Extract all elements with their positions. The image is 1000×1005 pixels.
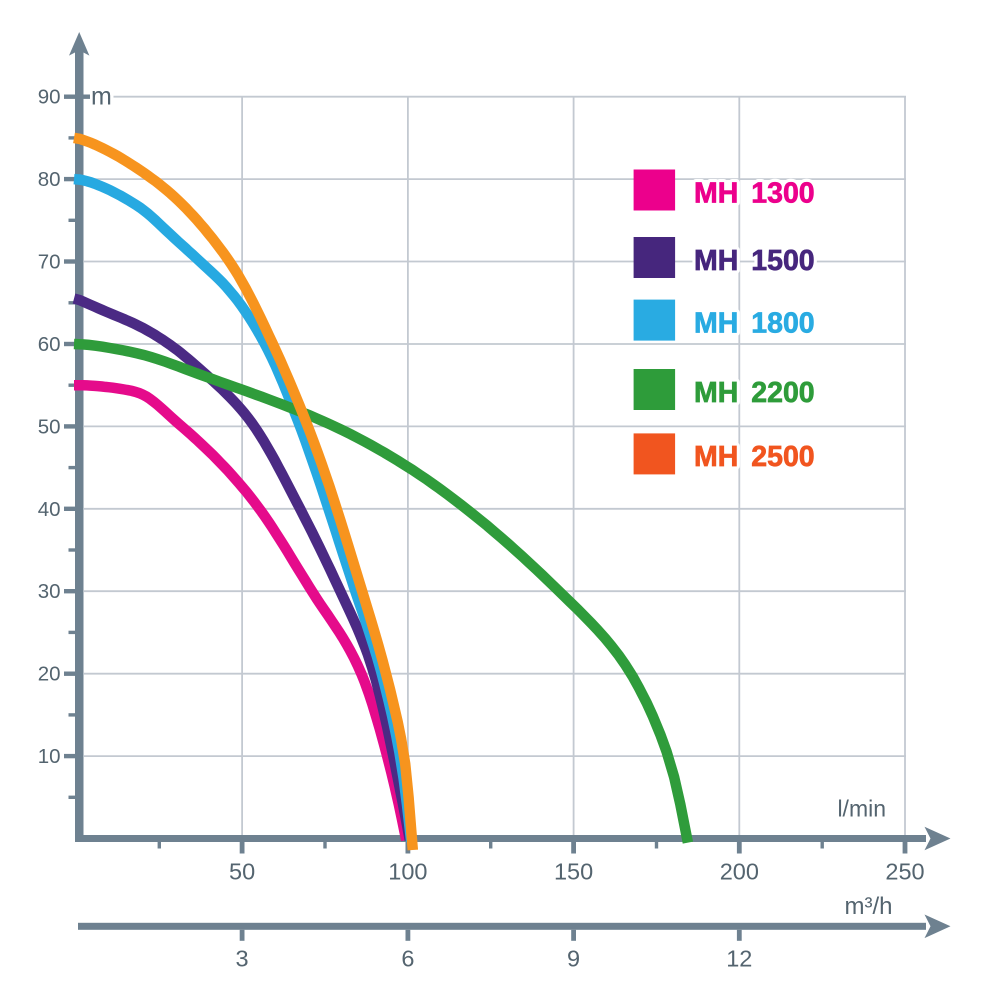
svg-text:MH 2200: MH 2200 <box>694 377 815 409</box>
svg-text:40: 40 <box>38 498 61 521</box>
svg-text:l/min: l/min <box>837 796 886 822</box>
svg-text:70: 70 <box>38 251 61 274</box>
svg-text:60: 60 <box>38 333 61 356</box>
svg-text:30: 30 <box>38 580 61 603</box>
svg-text:MH 1300: MH 1300 <box>694 177 815 209</box>
svg-text:MH 2500: MH 2500 <box>694 441 815 473</box>
svg-text:80: 80 <box>38 168 61 191</box>
svg-text:m³/h: m³/h <box>845 893 893 920</box>
svg-text:MH 1800: MH 1800 <box>694 307 815 339</box>
svg-text:MH 1300: MH 1300 <box>694 177 815 209</box>
svg-text:MH 2200: MH 2200 <box>694 377 815 409</box>
svg-text:200: 200 <box>720 859 759 885</box>
svg-text:12: 12 <box>726 946 752 972</box>
svg-text:10: 10 <box>38 745 61 768</box>
svg-text:90: 90 <box>38 86 61 109</box>
svg-text:100: 100 <box>388 859 427 885</box>
svg-text:50: 50 <box>229 859 255 885</box>
svg-text:MH 1800: MH 1800 <box>694 307 815 339</box>
svg-text:m: m <box>91 83 112 111</box>
svg-text:20: 20 <box>38 663 61 686</box>
svg-text:6: 6 <box>401 946 414 972</box>
svg-text:150: 150 <box>554 859 593 885</box>
svg-text:250: 250 <box>885 859 924 885</box>
svg-text:MH 2500: MH 2500 <box>694 441 815 473</box>
svg-text:50: 50 <box>38 415 61 438</box>
svg-text:9: 9 <box>567 946 580 972</box>
svg-text:3: 3 <box>236 946 249 972</box>
svg-text:MH 1500: MH 1500 <box>694 245 815 277</box>
svg-text:MH 1500: MH 1500 <box>694 245 815 277</box>
